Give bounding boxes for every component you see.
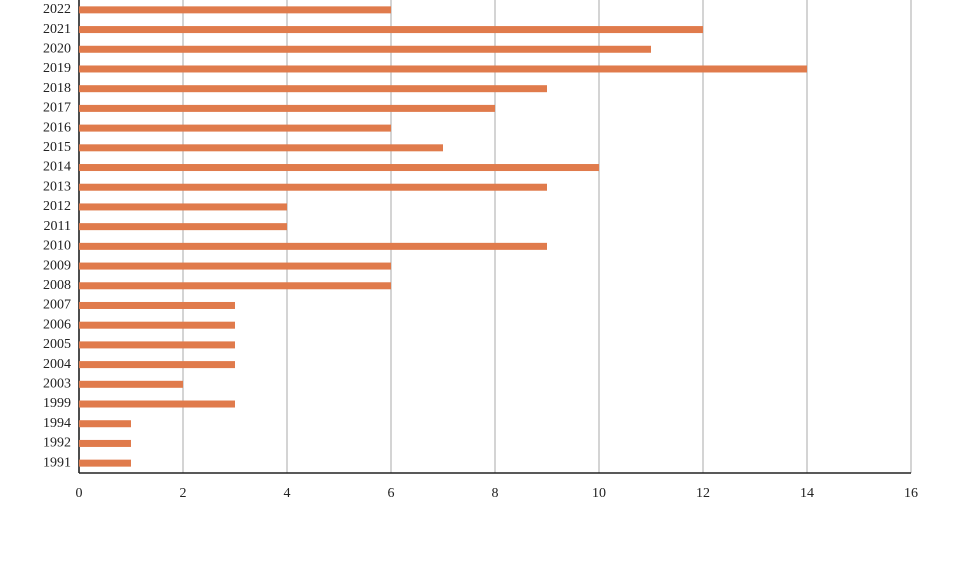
y-tick-label: 1999 [43,396,71,411]
bar [79,341,235,349]
y-tick-label: 2004 [43,357,71,372]
bar [79,301,235,309]
bar [79,164,599,172]
bar [79,144,443,152]
y-tick-label: 1991 [43,455,71,470]
y-tick-label: 1994 [43,416,71,431]
y-tick-label: 2015 [43,140,71,155]
y-tick-label: 2003 [43,377,71,392]
bar [79,203,287,211]
bar [79,45,651,53]
y-tick-label: 2011 [44,219,71,234]
y-tick-label: 2021 [43,22,71,37]
x-tick-label: 12 [696,486,710,501]
bar [79,104,495,112]
bar [79,262,391,270]
y-tick-label: 2008 [43,278,71,293]
y-tick-label: 1992 [43,436,71,451]
bar [79,420,131,428]
y-tick-label: 2017 [43,101,71,116]
x-tick-label: 6 [388,486,395,501]
bar [79,223,287,231]
y-tick-label: 2007 [43,298,71,313]
bar [79,321,235,329]
y-tick-label: 2019 [43,61,71,76]
y-tick-label: 2009 [43,258,71,273]
y-tick-label: 2020 [43,41,71,56]
y-tick-label: 2016 [43,120,71,135]
bar [79,26,703,34]
x-tick-label: 8 [492,486,499,501]
bar [79,183,547,191]
x-tick-label: 0 [76,486,83,501]
bar [79,380,183,388]
bar [79,459,131,467]
y-tick-label: 2010 [43,239,71,254]
x-tick-label: 16 [904,486,918,501]
bar [79,439,131,447]
y-tick-label: 2014 [43,160,71,175]
y-tick-label: 2006 [43,317,71,332]
bar [79,85,547,93]
y-tick-label: 2013 [43,179,71,194]
x-tick-label: 14 [800,486,814,501]
bar [79,65,807,73]
x-tick-label: 4 [284,486,291,501]
x-tick-label: 2 [180,486,187,501]
bar [79,6,391,14]
bar [79,242,547,250]
bar [79,400,235,408]
y-tick-label: 2018 [43,81,71,96]
bar [79,124,391,132]
bar [79,282,391,290]
x-tick-label: 10 [592,486,606,501]
y-tick-label: 2012 [43,199,71,214]
y-tick-label: 2005 [43,337,71,352]
bar [79,361,235,369]
y-tick-label: 2022 [43,2,71,17]
